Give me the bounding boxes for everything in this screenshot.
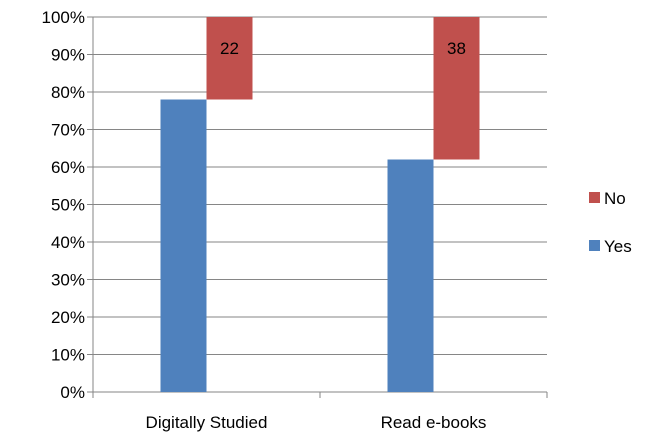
y-tick-label: 90% <box>51 46 85 65</box>
y-tick-label: 10% <box>51 346 85 365</box>
bar-yes-0 <box>160 99 207 392</box>
y-tick-label: 20% <box>51 308 85 327</box>
y-tick-label: 100% <box>42 8 85 27</box>
bar-no-0 <box>206 17 253 100</box>
y-tick-label: 50% <box>51 196 85 215</box>
x-tick-label: Digitally Studied <box>146 413 268 432</box>
y-tick-label: 0% <box>60 383 85 402</box>
data-label-no-1: 38 <box>447 39 466 58</box>
legend-label-yes: Yes <box>604 237 632 256</box>
bar-yes-1 <box>387 159 434 392</box>
legend-label-no: No <box>604 189 626 208</box>
y-tick-label: 60% <box>51 158 85 177</box>
y-tick-label: 80% <box>51 83 85 102</box>
x-tick-label: Read e-books <box>381 413 487 432</box>
bar-no-1 <box>433 17 480 160</box>
y-tick-label: 30% <box>51 271 85 290</box>
legend-swatch-no <box>589 192 600 203</box>
data-label-no-0: 22 <box>220 39 239 58</box>
legend-swatch-yes <box>589 240 600 251</box>
y-tick-label: 70% <box>51 121 85 140</box>
y-tick-label: 40% <box>51 233 85 252</box>
